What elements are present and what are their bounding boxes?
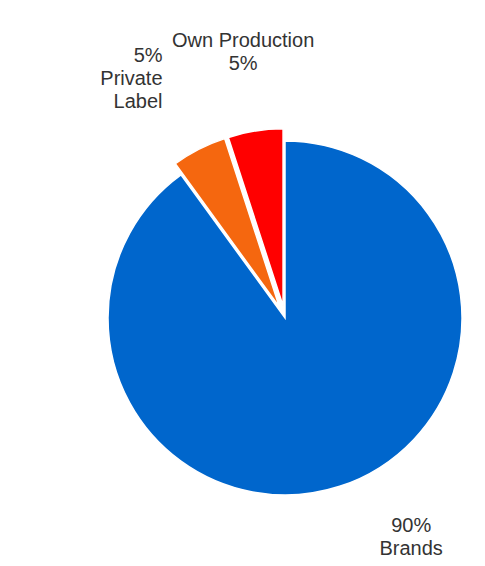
svg-text:5%PrivateLabel: 5%PrivateLabel — [100, 44, 162, 112]
svg-text:Own Production5%: Own Production5% — [172, 29, 314, 74]
svg-text:90%Brands: 90%Brands — [379, 514, 442, 559]
